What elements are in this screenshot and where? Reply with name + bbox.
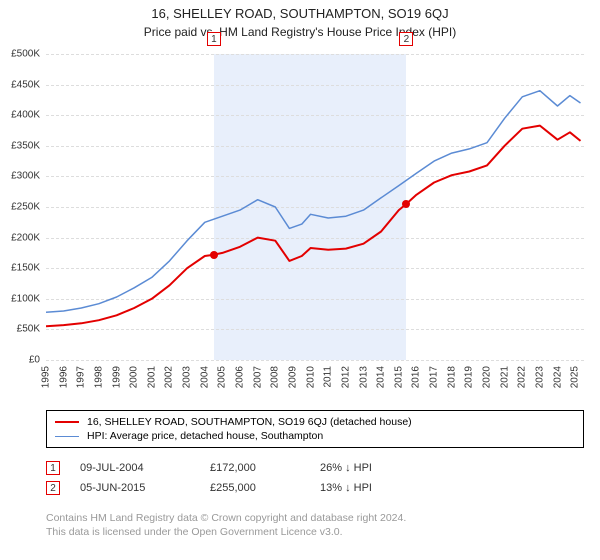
transaction-price: £172,000 — [210, 462, 320, 474]
x-tick-label: 1997 — [76, 366, 87, 388]
y-tick-label: £0 — [0, 355, 40, 366]
x-tick-label: 2017 — [429, 366, 440, 388]
footer-line-2: This data is licensed under the Open Gov… — [46, 526, 584, 540]
x-tick-label: 1995 — [41, 366, 52, 388]
top-marker-1: 1 — [207, 32, 221, 46]
transaction-marker: 2 — [46, 481, 60, 495]
legend-label: 16, SHELLEY ROAD, SOUTHAMPTON, SO19 6QJ … — [87, 416, 412, 428]
transaction-delta: 13% ↓ HPI — [320, 482, 420, 494]
x-tick-label: 2001 — [146, 366, 157, 388]
x-tick-label: 2019 — [464, 366, 475, 388]
x-tick-label: 2025 — [570, 366, 581, 388]
transaction-dot — [402, 200, 410, 208]
footer-attribution: Contains HM Land Registry data © Crown c… — [46, 512, 584, 539]
x-tick-label: 2013 — [358, 366, 369, 388]
line-svg — [46, 54, 584, 360]
chart-subtitle: Price paid vs. HM Land Registry's House … — [0, 25, 600, 41]
series-price_paid — [46, 126, 581, 327]
x-tick-label: 2015 — [393, 366, 404, 388]
x-tick-label: 2007 — [252, 366, 263, 388]
x-tick-label: 2010 — [305, 366, 316, 388]
x-tick-label: 2006 — [235, 366, 246, 388]
transaction-delta: 26% ↓ HPI — [320, 462, 420, 474]
y-tick-label: £450K — [0, 79, 40, 90]
footer-line-1: Contains HM Land Registry data © Crown c… — [46, 512, 584, 526]
legend-box: 16, SHELLEY ROAD, SOUTHAMPTON, SO19 6QJ … — [46, 410, 584, 448]
x-tick-label: 1996 — [58, 366, 69, 388]
y-tick-label: £150K — [0, 263, 40, 274]
legend-swatch — [55, 421, 79, 423]
legend-label: HPI: Average price, detached house, Sout… — [87, 430, 323, 442]
chart-container: 16, SHELLEY ROAD, SOUTHAMPTON, SO19 6QJ … — [0, 0, 600, 560]
y-tick-label: £300K — [0, 171, 40, 182]
x-tick-label: 2003 — [182, 366, 193, 388]
x-tick-label: 2018 — [446, 366, 457, 388]
x-tick-label: 2014 — [376, 366, 387, 388]
series-hpi — [46, 91, 581, 313]
x-tick-label: 2012 — [340, 366, 351, 388]
x-tick-label: 2024 — [552, 366, 563, 388]
transaction-table: 1 09-JUL-2004£172,00026% ↓ HPI 2 05-JUN-201… — [46, 458, 584, 498]
x-tick-label: 2008 — [270, 366, 281, 388]
x-tick-label: 2004 — [199, 366, 210, 388]
legend-row: 16, SHELLEY ROAD, SOUTHAMPTON, SO19 6QJ … — [55, 415, 575, 429]
x-tick-label: 2020 — [481, 366, 492, 388]
y-tick-label: £100K — [0, 293, 40, 304]
y-tick-label: £200K — [0, 232, 40, 243]
transaction-price: £255,000 — [210, 482, 320, 494]
transaction-date: 05-JUN-2015 — [80, 482, 210, 494]
chart-title: 16, SHELLEY ROAD, SOUTHAMPTON, SO19 6QJ — [0, 6, 600, 23]
plot-region: £0£50K£100K£150K£200K£250K£300K£350K£400… — [46, 54, 584, 360]
x-tick-label: 2002 — [164, 366, 175, 388]
y-tick-label: £350K — [0, 140, 40, 151]
y-tick-label: £400K — [0, 110, 40, 121]
y-tick-label: £500K — [0, 49, 40, 60]
x-tick-label: 2011 — [323, 366, 334, 388]
y-tick-label: £250K — [0, 202, 40, 213]
x-tick-label: 2005 — [217, 366, 228, 388]
legend-row: HPI: Average price, detached house, Sout… — [55, 429, 575, 443]
x-tick-label: 1999 — [111, 366, 122, 388]
titles: 16, SHELLEY ROAD, SOUTHAMPTON, SO19 6QJ … — [0, 0, 600, 40]
transaction-date: 09-JUL-2004 — [80, 462, 210, 474]
transaction-row: 1 09-JUL-2004£172,00026% ↓ HPI — [46, 458, 584, 478]
x-tick-label: 2009 — [287, 366, 298, 388]
x-tick-label: 2023 — [534, 366, 545, 388]
x-tick-label: 2000 — [129, 366, 140, 388]
legend-swatch — [55, 436, 79, 437]
transaction-dot — [210, 251, 218, 259]
x-tick-label: 1998 — [93, 366, 104, 388]
transaction-marker: 1 — [46, 461, 60, 475]
transaction-row: 2 05-JUN-2015£255,00013% ↓ HPI — [46, 478, 584, 498]
x-tick-label: 2016 — [411, 366, 422, 388]
x-tick-label: 2022 — [517, 366, 528, 388]
chart-area: £0£50K£100K£150K£200K£250K£300K£350K£400… — [46, 54, 584, 360]
top-marker-2: 2 — [399, 32, 413, 46]
x-tick-label: 2021 — [499, 366, 510, 388]
y-tick-label: £50K — [0, 324, 40, 335]
